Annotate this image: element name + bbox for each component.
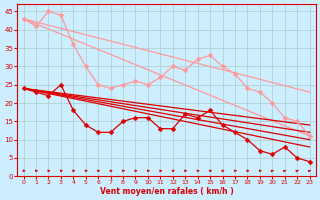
X-axis label: Vent moyen/en rafales ( km/h ): Vent moyen/en rafales ( km/h ) [100,187,234,196]
